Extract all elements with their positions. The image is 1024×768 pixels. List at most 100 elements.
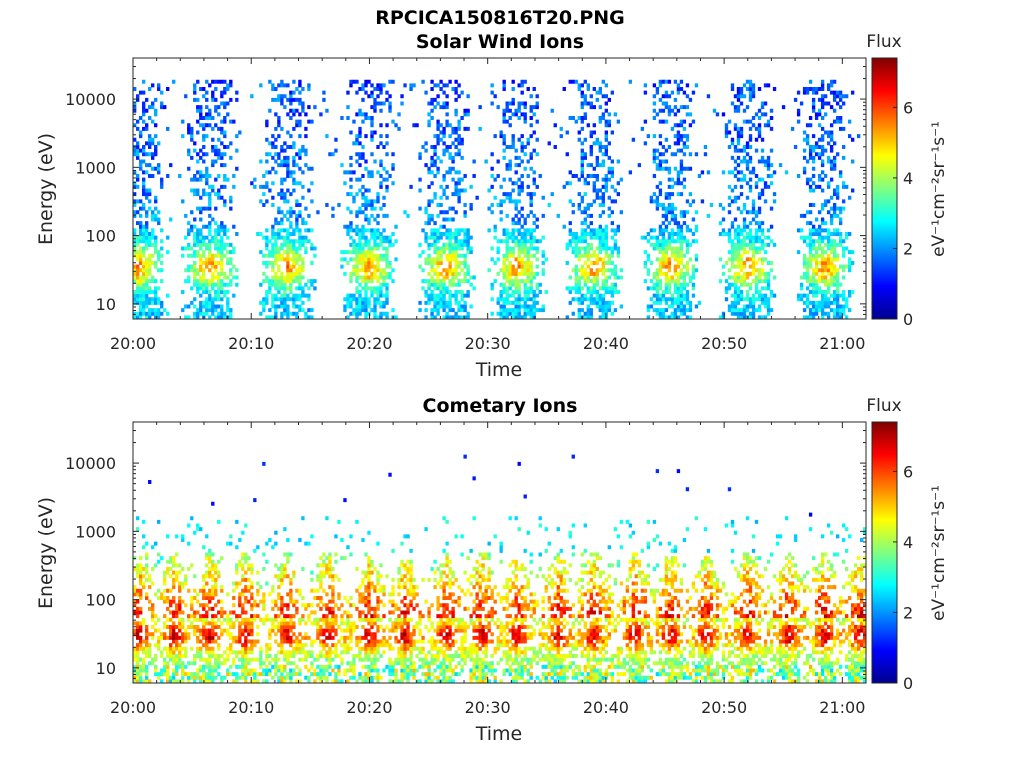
heatmap-cell bbox=[430, 155, 434, 160]
heatmap-cell bbox=[748, 239, 753, 244]
heatmap-cell bbox=[283, 286, 287, 291]
heatmap-cell bbox=[661, 239, 666, 244]
heatmap-cell bbox=[328, 152, 332, 157]
heatmap-cell bbox=[166, 293, 170, 298]
heatmap-cell bbox=[667, 105, 672, 110]
heatmap-cell bbox=[841, 101, 846, 106]
heatmap-cell bbox=[664, 261, 669, 265]
heatmap-cell bbox=[517, 210, 521, 215]
heatmap-cell bbox=[673, 279, 678, 284]
heatmap-cell bbox=[829, 275, 834, 280]
heatmap-cell bbox=[286, 253, 290, 258]
heatmap-cell bbox=[178, 174, 182, 178]
heatmap-cell bbox=[307, 293, 311, 298]
heatmap-cell bbox=[223, 315, 227, 320]
heatmap-cell bbox=[343, 304, 347, 309]
heatmap-cell bbox=[232, 246, 236, 251]
heatmap-cell bbox=[220, 290, 224, 294]
heatmap-cell bbox=[208, 250, 212, 255]
heatmap-cell bbox=[157, 286, 161, 291]
heatmap-cell bbox=[496, 239, 500, 244]
heatmap-cell bbox=[661, 257, 666, 262]
heatmap-cell bbox=[364, 279, 368, 284]
heatmap-cell bbox=[673, 257, 678, 262]
heatmap-cell bbox=[199, 253, 203, 258]
heatmap-cell bbox=[820, 116, 825, 120]
heatmap-cell bbox=[154, 148, 158, 153]
heatmap-cell bbox=[376, 275, 380, 280]
heatmap-cell bbox=[739, 264, 744, 269]
heatmap-cell bbox=[520, 261, 524, 265]
heatmap-cell bbox=[142, 650, 146, 655]
heatmap-cell bbox=[223, 145, 227, 149]
heatmap-cell bbox=[436, 293, 440, 298]
heatmap-cell bbox=[757, 304, 762, 309]
heatmap-cell bbox=[664, 195, 669, 200]
heatmap-cell bbox=[766, 235, 771, 240]
heatmap-cell bbox=[304, 293, 308, 298]
heatmap-cell bbox=[205, 174, 209, 178]
heatmap-cell bbox=[448, 246, 452, 251]
heatmap-cell bbox=[583, 97, 587, 102]
heatmap-cell bbox=[832, 163, 837, 168]
heatmap-cell bbox=[682, 239, 687, 244]
heatmap-cell bbox=[367, 188, 371, 193]
heatmap-cell bbox=[586, 174, 590, 178]
heatmap-cell bbox=[289, 116, 293, 120]
heatmap-cell bbox=[217, 275, 221, 280]
heatmap-cell bbox=[175, 614, 179, 619]
heatmap-cell bbox=[433, 159, 437, 164]
heatmap-cell bbox=[334, 137, 338, 142]
heatmap-cell bbox=[811, 232, 816, 236]
heatmap-cell bbox=[382, 282, 386, 287]
heatmap-cell bbox=[385, 293, 389, 298]
heatmap-cell bbox=[769, 261, 774, 265]
heatmap-cell bbox=[184, 654, 188, 658]
heatmap-cell bbox=[685, 261, 690, 265]
heatmap-cell bbox=[148, 585, 152, 590]
heatmap-cell bbox=[658, 286, 663, 291]
heatmap-cell bbox=[193, 268, 197, 273]
heatmap-cell bbox=[460, 228, 464, 233]
heatmap-cell bbox=[358, 206, 362, 211]
heatmap-cell bbox=[532, 304, 536, 309]
heatmap-cell bbox=[346, 232, 350, 236]
heatmap-cell bbox=[517, 101, 521, 106]
heatmap-cell bbox=[295, 311, 299, 316]
heatmap-cell bbox=[499, 304, 503, 309]
heatmap-cell bbox=[493, 177, 497, 182]
heatmap-cell bbox=[604, 188, 608, 193]
heatmap-cell bbox=[535, 94, 539, 99]
heatmap-cell bbox=[208, 253, 212, 258]
heatmap-cell bbox=[229, 268, 233, 273]
heatmap-cell bbox=[406, 213, 410, 218]
heatmap-cell bbox=[502, 116, 506, 120]
heatmap-cell bbox=[445, 83, 449, 88]
heatmap-cell bbox=[379, 134, 383, 139]
heatmap-cell bbox=[160, 556, 164, 561]
heatmap-cell bbox=[280, 275, 284, 280]
heatmap-cell bbox=[448, 271, 452, 276]
heatmap-cell bbox=[766, 279, 771, 284]
heatmap-cell bbox=[214, 264, 218, 269]
heatmap-cell bbox=[505, 145, 509, 149]
heatmap-cell bbox=[829, 232, 834, 236]
heatmap-cell bbox=[220, 235, 224, 240]
heatmap-cell bbox=[574, 290, 578, 294]
heatmap-cell bbox=[361, 264, 365, 269]
heatmap-cell bbox=[826, 239, 831, 244]
heatmap-cell bbox=[586, 286, 590, 291]
heatmap-cell bbox=[148, 271, 152, 276]
heatmap-cell bbox=[163, 672, 167, 677]
heatmap-cell bbox=[370, 271, 374, 276]
heatmap-cell bbox=[271, 87, 275, 91]
heatmap-cell bbox=[505, 311, 509, 316]
heatmap-cell bbox=[208, 261, 212, 265]
heatmap-cell bbox=[478, 105, 482, 110]
heatmap-cell bbox=[133, 297, 137, 302]
heatmap-cell bbox=[292, 155, 296, 160]
heatmap-cell bbox=[580, 199, 584, 204]
heatmap-cell bbox=[364, 275, 368, 280]
heatmap-cell bbox=[208, 112, 212, 117]
heatmap-cell bbox=[502, 300, 506, 305]
